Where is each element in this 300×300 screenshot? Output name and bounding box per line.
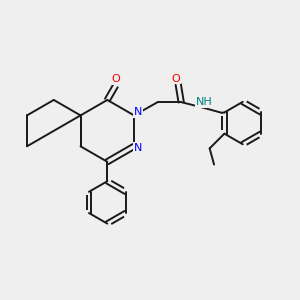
Text: NH: NH xyxy=(196,97,213,107)
Text: O: O xyxy=(172,74,180,84)
Text: O: O xyxy=(111,74,120,84)
Text: N: N xyxy=(134,143,143,153)
Text: N: N xyxy=(134,107,142,118)
